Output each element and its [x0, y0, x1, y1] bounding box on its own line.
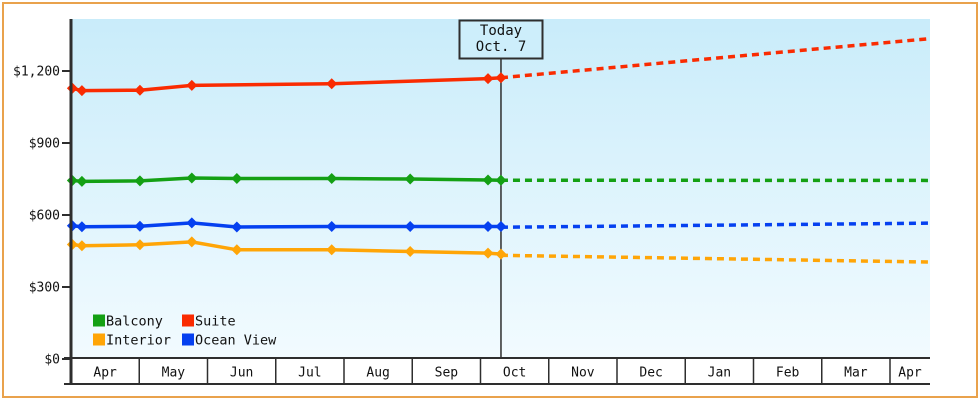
suite-legend-swatch-icon	[182, 314, 194, 327]
month-label: Aug	[366, 366, 389, 381]
interior-data-point-marker	[326, 244, 338, 256]
legend-item-balcony: Balcony	[93, 314, 163, 330]
interior-data-point-marker	[404, 245, 416, 257]
balcony-data-point-marker	[404, 173, 416, 185]
month-label: May	[162, 366, 186, 381]
balcony-data-point-marker	[231, 173, 243, 185]
interior-data-point-marker	[186, 236, 198, 248]
legend-item-ocean-view: Ocean View	[182, 333, 277, 349]
today-annotation-date: Oct. 7	[476, 39, 527, 55]
month-label: Apr	[93, 366, 117, 381]
month-label: Jan	[708, 366, 731, 381]
balcony-legend-swatch-icon	[93, 314, 105, 327]
ocean-view-data-point-marker	[231, 221, 243, 233]
balcony-data-point-marker	[134, 175, 146, 187]
month-label: Jul	[298, 366, 321, 381]
interior-data-point-marker	[231, 244, 243, 256]
suite-data-point-marker	[326, 78, 338, 90]
balcony-data-point-marker	[495, 174, 507, 186]
month-label: Jun	[230, 366, 253, 381]
legend-item-interior: Interior	[93, 333, 171, 349]
month-label: Oct	[503, 366, 526, 381]
month-label: Apr	[898, 366, 922, 381]
interior-legend-swatch-icon	[93, 333, 105, 346]
y-axis-label: $600	[29, 209, 60, 224]
legend-label: Balcony	[106, 314, 163, 330]
interior-data-point-marker	[134, 239, 146, 251]
suite-data-point-marker	[495, 72, 507, 84]
y-axis-label: $900	[29, 137, 60, 152]
suite-data-point-marker	[134, 84, 146, 96]
ocean-view-data-point-marker	[326, 221, 338, 233]
today-annotation-title: Today	[480, 23, 522, 39]
balcony-data-point-marker	[326, 173, 338, 185]
y-axis-label: $1,200	[13, 65, 60, 80]
suite-data-point-marker	[186, 79, 198, 91]
interior-data-point-marker	[482, 247, 494, 259]
balcony-data-point-marker	[76, 175, 88, 187]
legend-label: Ocean View	[195, 333, 277, 349]
ocean-view-data-point-marker	[495, 221, 507, 233]
month-label: Feb	[776, 366, 800, 381]
legend-item-suite: Suite	[182, 314, 236, 330]
suite-data-point-marker	[76, 85, 88, 97]
balcony-data-point-marker	[186, 172, 198, 184]
y-axis-label: $0	[44, 353, 60, 368]
interior-data-point-marker	[495, 248, 507, 260]
interior-data-point-marker	[76, 240, 88, 252]
legend-label: Interior	[106, 333, 171, 349]
legend-label: Suite	[195, 314, 236, 330]
ocean-view-data-point-marker	[482, 221, 494, 233]
month-band	[71, 358, 930, 384]
month-label: Mar	[844, 366, 868, 381]
ocean-view-data-point-marker	[404, 221, 416, 233]
ocean-view-data-point-marker	[134, 220, 146, 232]
ocean-view-legend-swatch-icon	[182, 333, 194, 346]
ocean-view-data-point-marker	[186, 217, 198, 229]
ocean-view-data-point-marker	[76, 221, 88, 233]
month-label: Sep	[435, 366, 459, 381]
month-label: Dec	[639, 366, 662, 381]
y-axis-label: $300	[29, 281, 60, 296]
balcony-data-point-marker	[482, 174, 494, 186]
suite-data-point-marker	[482, 73, 494, 85]
month-label: Nov	[571, 366, 595, 381]
today-annotation-box	[458, 19, 544, 60]
